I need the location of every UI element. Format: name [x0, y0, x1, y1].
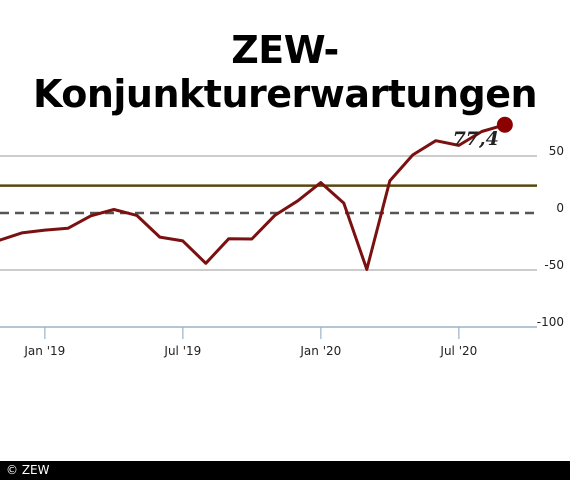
x-tick-label: Jan '19 [23, 344, 65, 358]
y-tick-label: 0 [556, 201, 564, 215]
chart-title: ZEW-Konjunkturerwartungen [32, 28, 538, 116]
series-line [0, 123, 506, 271]
y-tick-label: 50 [549, 144, 564, 158]
y-tick-label: -100 [537, 315, 564, 329]
y-axis-labels: 50 0 -50 -100 [537, 144, 564, 329]
gridlines [0, 155, 537, 271]
x-axis: Jan '19 Jul '19 Jan '20 Jul '20 [0, 326, 537, 358]
x-tick-label: Jul '20 [439, 344, 477, 358]
y-tick-label: -50 [544, 258, 564, 272]
copyright-footer: © ZEW [0, 461, 570, 480]
end-value-label: 77,4 [453, 128, 499, 150]
line-chart: Jan '19 Jul '19 Jan '20 Jul '20 500-50-100 … [0, 116, 564, 358]
series-layer [0, 123, 506, 271]
x-tick-label: Jul '19 [163, 344, 201, 358]
x-tick-label: Jan '20 [299, 344, 341, 358]
reference-lines [0, 184, 537, 215]
end-point-marker [496, 116, 513, 133]
end-marker-layer: 77,4 [453, 116, 513, 150]
